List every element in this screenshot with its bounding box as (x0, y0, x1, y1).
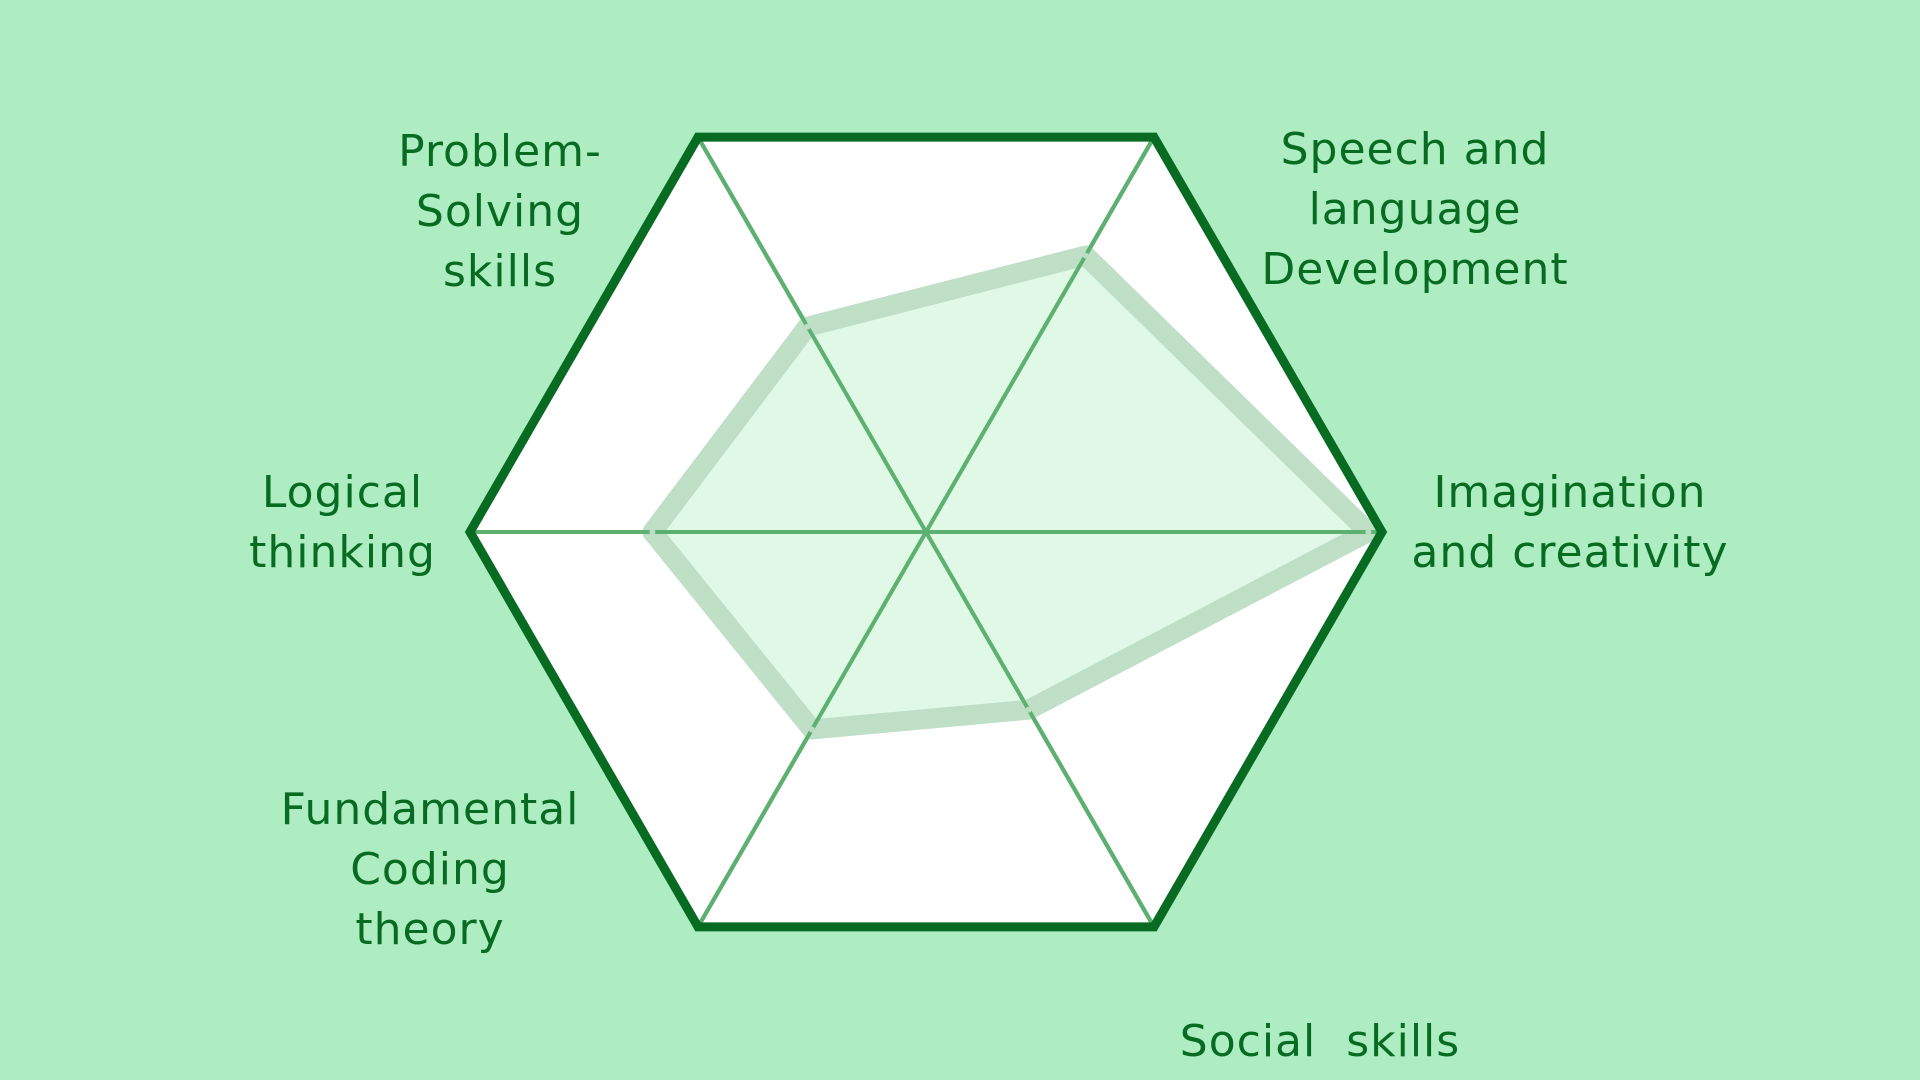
axis-label-line: Coding (350, 844, 510, 895)
axis-label-line: Fundamental (280, 784, 580, 835)
radar-value-point (1082, 252, 1089, 259)
axis-label-line: Social skills (1179, 1016, 1461, 1067)
axis-label-line: Solving (415, 186, 585, 237)
axis-label-imagination-and-creativity: Imagination and creativity (1370, 463, 1770, 583)
radar-spokes-overlay (470, 136, 1382, 928)
radar-value-point (804, 323, 811, 330)
axis-label-speech-and-language-development: Speech and language Development (1180, 120, 1650, 300)
axis-label-line: Problem- (398, 126, 602, 177)
axis-label-line: theory (355, 904, 505, 955)
axis-label-line: skills (442, 246, 557, 297)
axis-label-fundamental-coding-theory: Fundamental Coding theory (230, 780, 630, 960)
axis-label-logical-thinking: Logical thinking (200, 463, 485, 583)
radar-value-point (809, 726, 815, 733)
axis-label-line: and creativity (1411, 527, 1729, 578)
axis-label-line: language (1308, 184, 1522, 235)
axis-label-social-skills: Social skills (1160, 892, 1480, 1080)
axis-label-line: Imagination (1433, 467, 1707, 518)
axis-label-problem-solving-skills: Problem- Solving skills (340, 122, 660, 302)
axis-label-line: Logical (261, 467, 424, 518)
radar-spoke-overlay (696, 136, 1156, 928)
axis-label-line: Development (1261, 244, 1569, 295)
radar-value-point (1365, 529, 1372, 535)
radar-value-point (1025, 706, 1032, 713)
axis-label-line: Speech and (1280, 124, 1550, 175)
radar-value-point (649, 529, 656, 535)
radar-frame-outline (464, 132, 1388, 932)
axis-label-line: thinking (249, 527, 436, 578)
